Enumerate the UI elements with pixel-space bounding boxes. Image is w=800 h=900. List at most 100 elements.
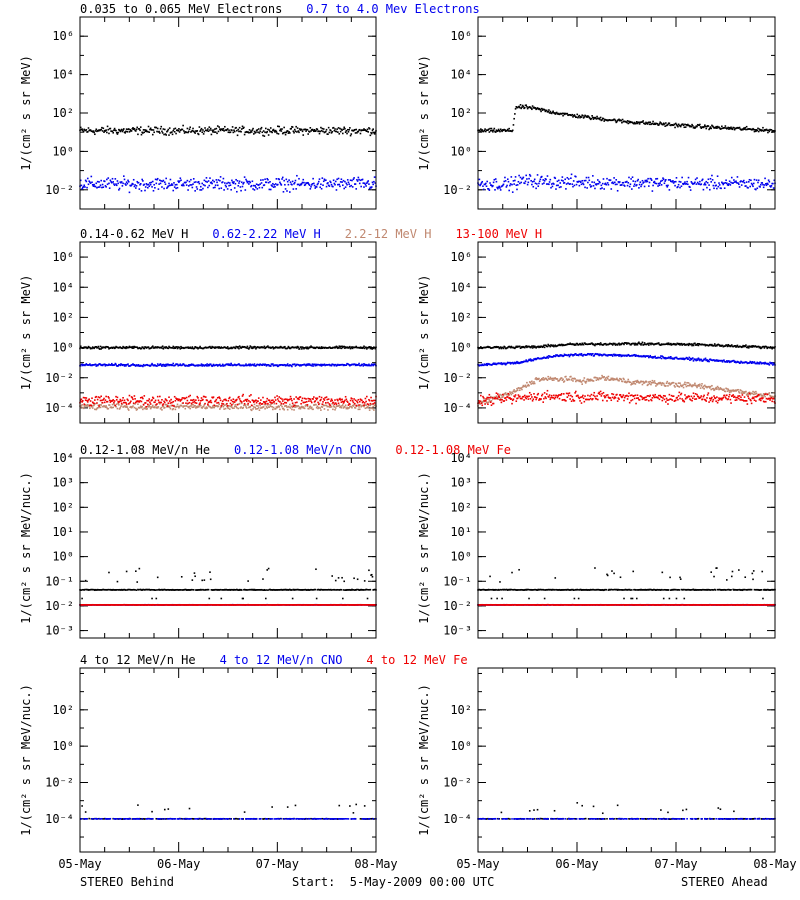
- data-point: [226, 188, 229, 190]
- data-point: [182, 183, 184, 185]
- data-point: [743, 391, 745, 393]
- data-point: [217, 405, 220, 407]
- data-point: [743, 127, 745, 130]
- data-point: [766, 347, 769, 350]
- data-point: [312, 365, 314, 367]
- data-point: [161, 130, 163, 133]
- data-point: [151, 362, 153, 365]
- data-point: [613, 177, 615, 179]
- data-point: [337, 127, 340, 129]
- data-point: [497, 186, 500, 189]
- data-point: [236, 346, 239, 349]
- data-point: [322, 401, 324, 403]
- data-point: [173, 346, 176, 349]
- data-point: [558, 113, 561, 116]
- data-point: [708, 127, 711, 130]
- data-point: [295, 188, 297, 190]
- data-point: [354, 128, 356, 131]
- data-point: [174, 127, 177, 130]
- data-point: [346, 400, 348, 403]
- data-point: [330, 398, 333, 401]
- data-point: [531, 396, 533, 398]
- data-point: [97, 364, 100, 366]
- data-point: [85, 363, 88, 365]
- data-point: [507, 180, 510, 183]
- data-point: [103, 180, 106, 183]
- data-point: [665, 122, 667, 124]
- data-point: [112, 181, 115, 183]
- data-point: [343, 345, 346, 348]
- data-point: [519, 182, 521, 185]
- data-point: [498, 396, 501, 399]
- data-point: [305, 364, 307, 367]
- data-point: [101, 126, 103, 129]
- data-point: [756, 129, 759, 132]
- data-point: [711, 174, 713, 177]
- data-point: [162, 403, 165, 405]
- data-point: [289, 398, 291, 401]
- data-point: [238, 345, 241, 347]
- data-point: [760, 361, 762, 364]
- data-point: [194, 405, 196, 407]
- data-point: [333, 182, 336, 185]
- data-point: [574, 115, 576, 118]
- data-point: [724, 125, 727, 127]
- data-point: [561, 379, 564, 382]
- data-point: [245, 178, 247, 181]
- data-point: [322, 404, 325, 407]
- data-point: [330, 364, 333, 367]
- data-point: [573, 184, 576, 187]
- data-point: [612, 379, 615, 381]
- data-point: [527, 181, 530, 184]
- data-point: [132, 178, 135, 181]
- data-point: [574, 378, 576, 380]
- data-point: [767, 183, 769, 186]
- data-point: [614, 354, 616, 357]
- data-point: [194, 401, 196, 404]
- data-point: [202, 187, 204, 190]
- data-point: [592, 380, 595, 382]
- data-point: [200, 364, 202, 367]
- data-point: [516, 389, 519, 392]
- data-point: [291, 365, 293, 368]
- data-point: [521, 386, 524, 388]
- data-point: [111, 177, 114, 180]
- data-point: [682, 357, 685, 360]
- data-point: [159, 395, 161, 398]
- data-point: [637, 178, 639, 181]
- data-point: [218, 346, 220, 348]
- data-point: [176, 347, 179, 350]
- data-point: [284, 188, 287, 190]
- data-point: [185, 181, 187, 184]
- data-point: [588, 378, 591, 381]
- data-point: [140, 400, 143, 403]
- data-point: [233, 129, 235, 132]
- data-point: [751, 128, 754, 131]
- data-point: [151, 133, 154, 136]
- data-point: [222, 403, 225, 405]
- data-point: [171, 404, 174, 407]
- data-point: [499, 363, 502, 365]
- data-point: [335, 403, 338, 406]
- data-point: [755, 179, 758, 181]
- data-point: [304, 128, 307, 131]
- data-point: [716, 344, 718, 347]
- data-point: [336, 398, 338, 401]
- data-point: [368, 346, 371, 348]
- data-point: [523, 394, 526, 397]
- data-point: [696, 342, 699, 345]
- data-point: [187, 189, 189, 191]
- data-point: [758, 362, 761, 365]
- data-point: [742, 128, 744, 131]
- data-point: [79, 345, 82, 348]
- data-point: [503, 180, 506, 183]
- data-point: [322, 180, 325, 183]
- data-point: [553, 379, 555, 381]
- data-point: [486, 401, 489, 404]
- data-point: [628, 120, 630, 123]
- data-point: [359, 398, 362, 401]
- data-point: [150, 363, 153, 366]
- row-2-title: 0.14-0.62 MeV H 0.62-2.22 MeV H 2.2-12 MeV…: [80, 227, 542, 241]
- data-point: [514, 394, 517, 396]
- data-point: [321, 127, 324, 130]
